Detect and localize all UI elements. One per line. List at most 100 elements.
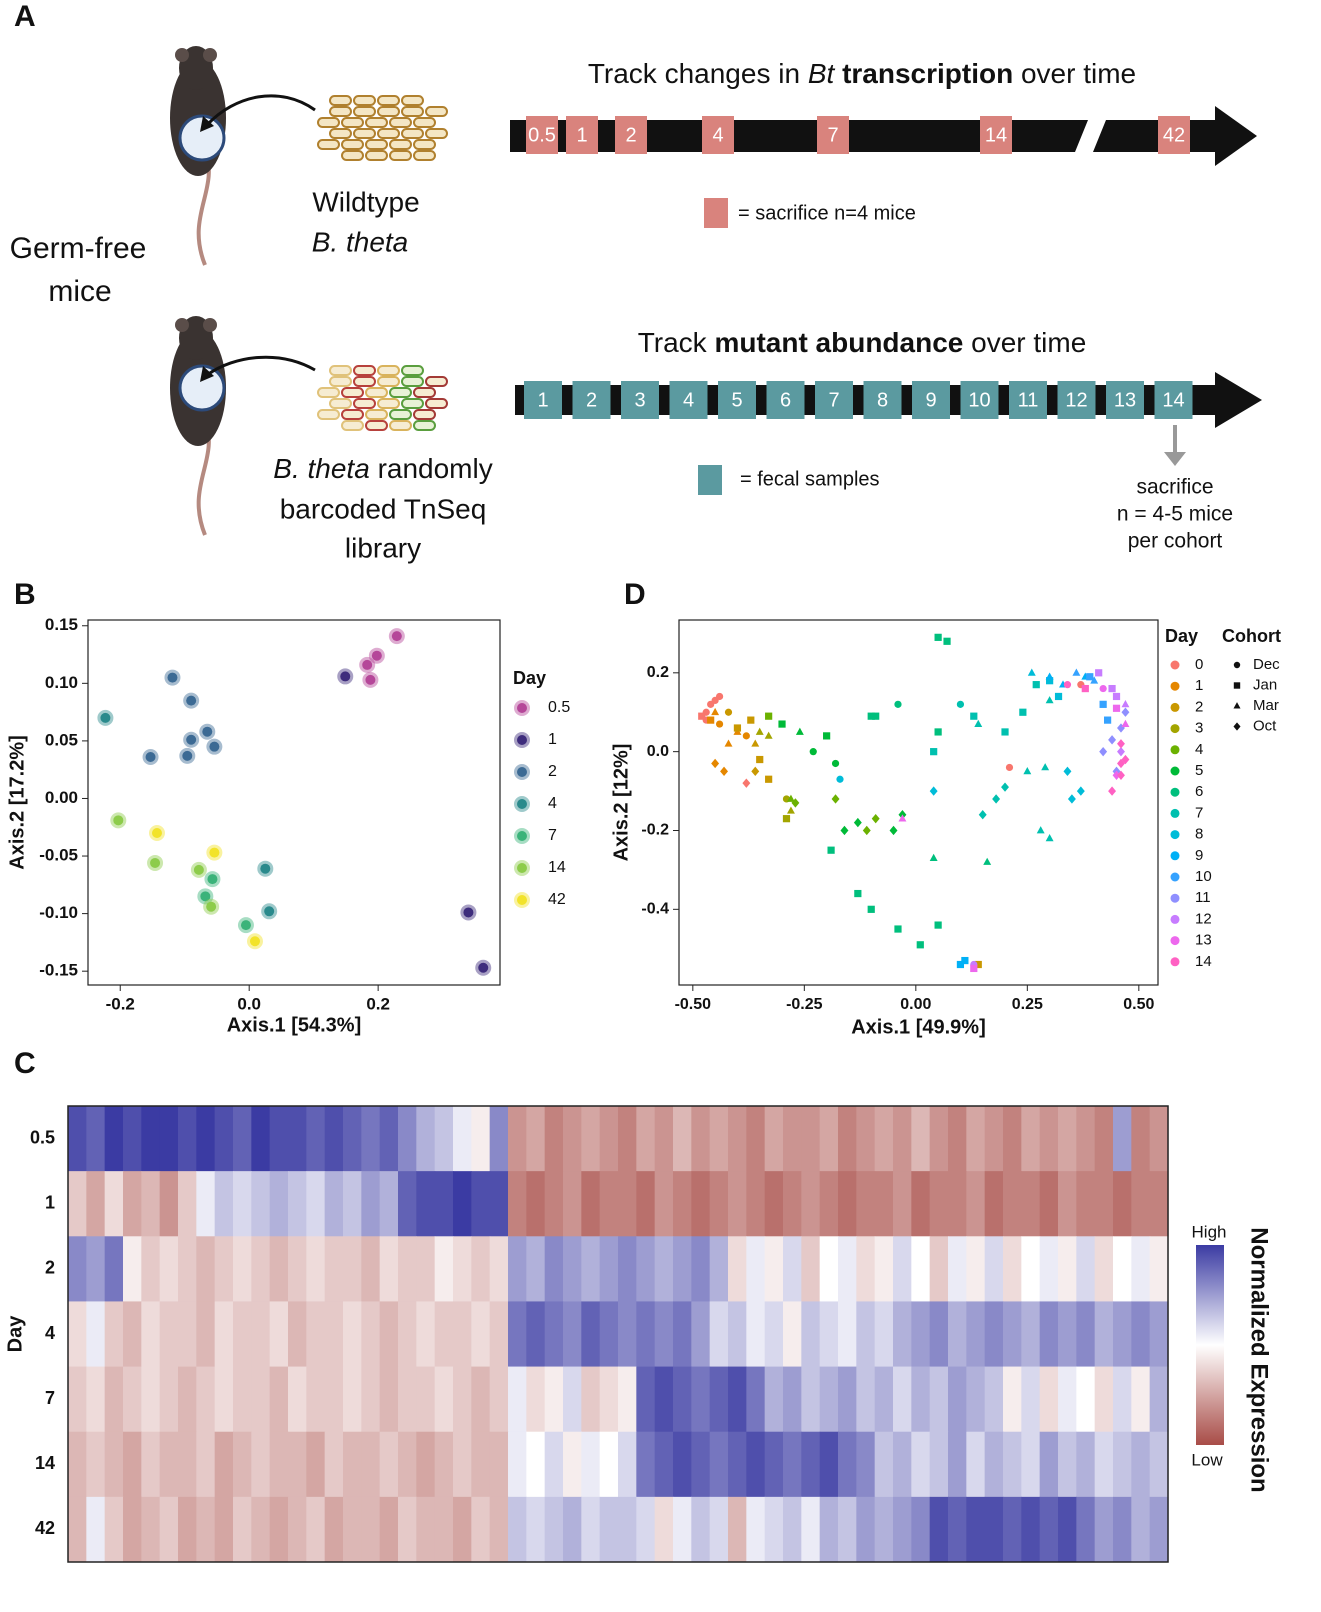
legend-label: 8 (1195, 826, 1203, 843)
x-tick-label: 0.00 (900, 996, 931, 1013)
heatmap-cell (984, 1496, 1004, 1563)
bacterium (401, 95, 424, 106)
row-label: 7 (45, 1388, 55, 1408)
heatmap-cell (233, 1171, 252, 1237)
bacterium (377, 95, 400, 106)
heatmap-cell (1076, 1301, 1096, 1367)
heatmap-cell (251, 1496, 271, 1563)
heatmap-cell (819, 1431, 839, 1498)
heatmap-cell (471, 1106, 491, 1172)
heatmap-cell (911, 1171, 931, 1237)
heatmap-cell (563, 1431, 582, 1498)
bacterium (413, 387, 436, 398)
point (930, 748, 938, 756)
title-part: Track (638, 327, 708, 358)
heatmap-cell (581, 1106, 601, 1172)
heatmap-cell (966, 1496, 986, 1563)
heatmap-cell (728, 1171, 747, 1237)
heatmap-cell (214, 1106, 234, 1172)
point (1045, 834, 1054, 842)
legend-marker (1170, 830, 1180, 840)
bacterium (329, 106, 352, 117)
heatmap-cell (618, 1431, 637, 1498)
heatmap-cell (159, 1431, 179, 1498)
point (1117, 758, 1125, 769)
point (514, 892, 530, 908)
point (867, 712, 875, 720)
heatmap-cell (251, 1301, 271, 1367)
heatmap-cell (1149, 1236, 1169, 1302)
heatmap-cell (68, 1171, 87, 1237)
timeline-arrow (510, 106, 1257, 166)
legend-marker (1170, 851, 1180, 861)
heatmap-cell (929, 1366, 949, 1433)
heatmap-cell (654, 1366, 674, 1433)
heatmap-cell (1149, 1171, 1169, 1237)
heatmap-cell (544, 1431, 564, 1498)
legend-marker (1170, 808, 1180, 818)
point (778, 720, 786, 728)
point (872, 712, 880, 720)
fecal-box (1154, 381, 1193, 419)
heatmap-cell (86, 1106, 106, 1172)
heatmap-cell (691, 1236, 711, 1302)
heatmap-cell (709, 1431, 729, 1498)
fecal-box (1106, 381, 1144, 419)
heatmap-cell (178, 1236, 197, 1302)
heatmap-cell (654, 1171, 674, 1237)
x-axis-label: Axis.1 [54.3%] (227, 1014, 362, 1036)
heatmap-cell (893, 1236, 912, 1302)
heatmap-cell (764, 1171, 784, 1237)
heatmap-cell (343, 1301, 362, 1367)
heatmap-cell (838, 1301, 857, 1367)
point (711, 707, 720, 716)
heatmap-cell (343, 1431, 362, 1498)
heatmap-cell (233, 1236, 252, 1302)
legend-text: = fecal samples (740, 468, 880, 490)
heatmap-cell (874, 1171, 894, 1237)
heatmap-cell (1058, 1171, 1077, 1237)
day-label: 9 (925, 389, 936, 411)
day-label: 2 (586, 389, 597, 411)
y-tick-label: -0.2 (641, 822, 669, 839)
point (782, 815, 791, 823)
heatmap-cell (269, 1236, 289, 1302)
heatmap-cell (214, 1236, 234, 1302)
fecal-box (815, 381, 853, 419)
point (1099, 684, 1107, 693)
point (1117, 739, 1125, 749)
x-tick-label: -0.50 (675, 996, 712, 1013)
heatmap-cell (398, 1301, 417, 1367)
point (961, 956, 969, 965)
heatmap-cell (361, 1236, 381, 1302)
point (934, 921, 942, 929)
heatmap-cell (471, 1496, 491, 1563)
point (742, 732, 750, 740)
sacrifice-arrow-head (1164, 452, 1186, 466)
heatmap-cell (728, 1366, 747, 1433)
heatmap-cell (141, 1106, 161, 1172)
legend-label: 9 (1195, 847, 1203, 864)
plot-frame (87, 619, 501, 986)
heatmap-cell (618, 1496, 637, 1563)
heatmap-cell (379, 1301, 399, 1367)
point (831, 759, 840, 768)
heatmap-cell (196, 1171, 216, 1237)
timeline-title: Track mutant abundance over time (638, 327, 1087, 358)
day-label: 42 (1163, 124, 1185, 146)
title-part: Track changes in (588, 58, 800, 89)
point (765, 712, 773, 720)
heatmap-cell (746, 1366, 766, 1433)
heatmap-cell (178, 1431, 197, 1498)
heatmap-cell (178, 1301, 197, 1367)
heatmap-cell (489, 1301, 509, 1367)
legend-label: 11 (1195, 889, 1211, 906)
heatmap-cell (1131, 1106, 1151, 1172)
heatmap-cell (398, 1236, 417, 1302)
heatmap-cell (196, 1301, 216, 1367)
heatmap-cell (673, 1171, 692, 1237)
heatmap-cell (233, 1496, 252, 1563)
heatmap-cell (1094, 1431, 1114, 1498)
heatmap-cell (1094, 1106, 1114, 1172)
day-label: 1 (537, 389, 548, 411)
